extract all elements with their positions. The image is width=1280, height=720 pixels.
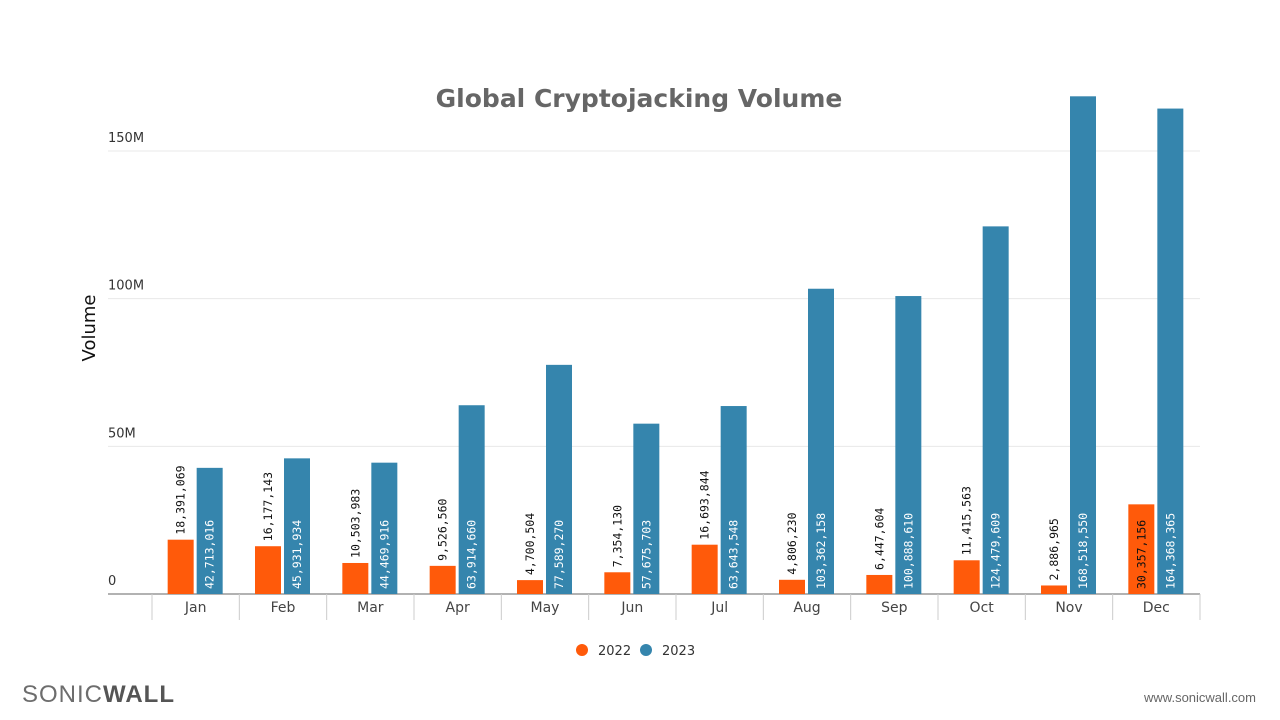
- bar-2023-Mar: [371, 462, 398, 594]
- x-tick-label: Aug: [793, 600, 820, 616]
- data-label: 16,693,844: [698, 470, 712, 539]
- data-label: 57,675,703: [639, 520, 653, 589]
- bar-2022-Jul: [691, 544, 718, 594]
- legend-marker-2022: [576, 644, 588, 656]
- data-label: 2,886,965: [1047, 518, 1061, 580]
- bar-2022-Feb: [255, 546, 281, 594]
- bar-2022-Jan: [167, 539, 194, 594]
- data-label: 44,469,916: [377, 520, 391, 589]
- bar-2022-Mar: [342, 562, 369, 594]
- x-tick-label: Feb: [271, 600, 296, 616]
- bar-2023-Jan: [196, 467, 223, 594]
- bar-2022-Jun: [604, 572, 631, 594]
- x-tick-label: Apr: [446, 600, 470, 616]
- bar-2022-Apr: [429, 565, 456, 594]
- y-tick-label: 150M: [108, 131, 144, 146]
- data-label: 4,806,230: [785, 512, 799, 574]
- x-tick-label: Jun: [620, 600, 643, 616]
- bar-2023-Jul: [720, 406, 747, 594]
- data-label: 100,888,610: [901, 513, 915, 589]
- x-tick-label: Oct: [970, 600, 995, 616]
- data-label: 77,589,270: [552, 520, 566, 589]
- data-label: 103,362,158: [814, 513, 828, 589]
- bar-2023-Sep: [895, 296, 922, 594]
- x-tick-label: Sep: [881, 600, 908, 616]
- data-label: 7,354,130: [610, 505, 624, 567]
- data-label: 45,931,934: [290, 520, 304, 589]
- bar-2022-Aug: [779, 579, 805, 594]
- sonicwall-logo: SONICWALL: [22, 681, 175, 708]
- bar-2023-Nov: [1070, 96, 1096, 595]
- legend-label: 2022: [598, 644, 631, 659]
- data-label: 30,357,156: [1134, 520, 1148, 589]
- data-label: 164,368,365: [1163, 513, 1177, 589]
- bar-2023-Dec: [1157, 108, 1184, 594]
- x-tick-label: May: [531, 600, 560, 616]
- data-label: 6,447,604: [872, 508, 886, 570]
- data-label: 16,177,143: [261, 472, 275, 541]
- bar-2023-Jun: [633, 423, 660, 594]
- data-label: 42,713,016: [203, 520, 217, 589]
- bar-2023-Aug: [808, 288, 834, 594]
- y-axis-label: Volume: [79, 295, 100, 362]
- x-tick-label: Jan: [184, 600, 207, 616]
- data-label: 63,643,548: [727, 520, 741, 589]
- bar-2023-May: [546, 364, 572, 594]
- chart-title: Global Cryptojacking Volume: [436, 84, 843, 113]
- y-tick-label: 100M: [108, 279, 144, 294]
- data-label: 124,479,609: [989, 513, 1003, 589]
- data-label: 18,391,069: [174, 465, 188, 534]
- bar-2022-Dec: [1128, 504, 1155, 594]
- bar-2022-Nov: [1041, 585, 1067, 594]
- data-label: 63,914,660: [465, 520, 479, 589]
- bar-2023-Oct: [982, 226, 1009, 594]
- x-tick-label: Mar: [357, 600, 384, 616]
- x-tick-label: Jul: [710, 600, 728, 616]
- y-tick-label: 50M: [108, 426, 136, 441]
- website-url: www.sonicwall.com: [1144, 690, 1256, 705]
- data-label: 10,503,983: [348, 489, 362, 558]
- legend-marker-2023: [640, 644, 652, 656]
- x-tick-label: Nov: [1055, 600, 1082, 616]
- bar-2022-Sep: [866, 574, 893, 594]
- legend-label: 2023: [662, 644, 695, 659]
- data-label: 11,415,563: [960, 486, 974, 555]
- bar-2022-May: [517, 580, 543, 594]
- data-label: 168,518,550: [1076, 513, 1090, 589]
- data-label: 4,700,504: [523, 513, 537, 575]
- bar-2022-Oct: [953, 560, 980, 594]
- y-tick-label: 0: [108, 574, 116, 589]
- bar-2023-Feb: [284, 458, 310, 594]
- x-tick-label: Dec: [1143, 600, 1170, 616]
- data-label: 9,526,560: [436, 498, 450, 560]
- bar-2023-Apr: [458, 405, 485, 594]
